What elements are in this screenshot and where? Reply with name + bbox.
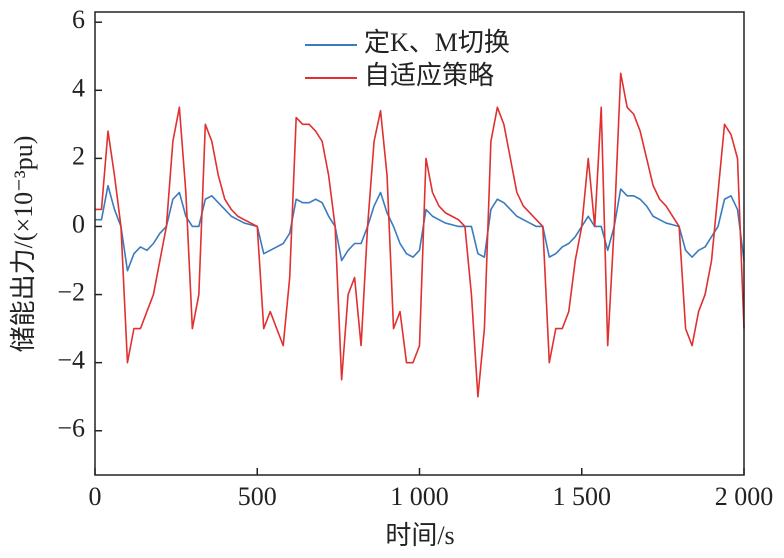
- y-tick-label: 6: [72, 5, 85, 34]
- y-tick-label: −4: [57, 346, 85, 375]
- x-tick-label: 1 000: [390, 482, 449, 511]
- y-tick-label: −6: [57, 414, 85, 443]
- y-axis-label: 储能出力/(×10⁻³pu): [9, 136, 38, 353]
- x-tick-label: 0: [89, 482, 102, 511]
- series-line: [95, 184, 745, 272]
- plot-frame: [94, 11, 745, 476]
- y-tick-label: 2: [72, 141, 85, 170]
- legend-label: 定K、M切换: [364, 28, 510, 57]
- x-tick-label: 1 500: [553, 482, 612, 511]
- x-axis-label: 时间/s: [385, 521, 454, 550]
- y-tick-label: −2: [57, 278, 85, 307]
- legend-label: 自适应策略: [364, 61, 494, 90]
- y-tick-label: 0: [72, 209, 85, 238]
- y-tick-label: 4: [72, 73, 85, 102]
- x-tick-label: 2 000: [715, 482, 774, 511]
- series-line: [95, 72, 745, 398]
- x-tick-label: 500: [238, 482, 277, 511]
